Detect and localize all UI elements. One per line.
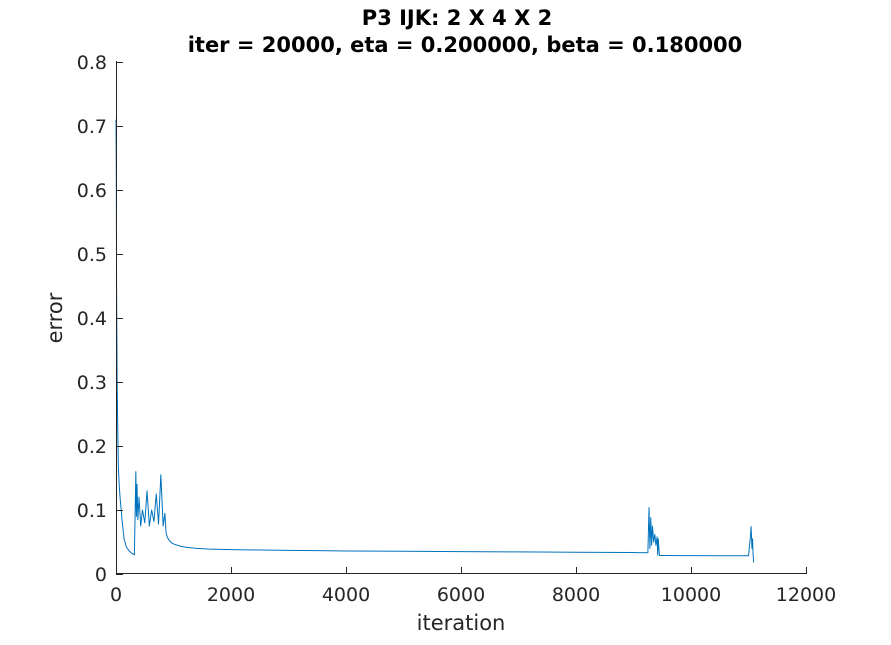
x-tick-label: 0: [110, 584, 122, 606]
y-ticks: 0 0.1 0.2 0.3 0.4 0.5 0.6 0.7 0.8: [77, 52, 123, 586]
chart-subtitle: iter = 20000, eta = 0.200000, beta = 0.1…: [188, 33, 743, 57]
y-tick-label: 0.3: [77, 372, 107, 394]
x-tick-label: 12000: [776, 584, 836, 606]
x-axis-label: iteration: [417, 611, 506, 635]
y-tick-label: 0.5: [77, 244, 107, 266]
y-tick-label: 0.8: [77, 52, 107, 74]
x-tick-label: 8000: [552, 584, 600, 606]
y-tick-label: 0.6: [77, 180, 107, 202]
y-tick-label: 0.2: [77, 436, 107, 458]
y-tick-label: 0: [95, 564, 107, 586]
x-tick-label: 10000: [661, 584, 721, 606]
y-tick-label: 0.7: [77, 116, 107, 138]
x-ticks: 0 2000 4000 6000 8000 10000 12000: [110, 567, 836, 606]
x-tick-label: 2000: [207, 584, 255, 606]
y-tick-label: 0.4: [77, 308, 107, 330]
chart-title: P3 IJK: 2 X 4 X 2: [362, 6, 552, 30]
plot-area: [115, 119, 755, 563]
y-tick-label: 0.1: [77, 500, 107, 522]
y-axis-label: error: [43, 292, 67, 343]
x-tick-label: 6000: [437, 584, 485, 606]
x-tick-label: 4000: [322, 584, 370, 606]
error-series-line: [115, 119, 755, 563]
